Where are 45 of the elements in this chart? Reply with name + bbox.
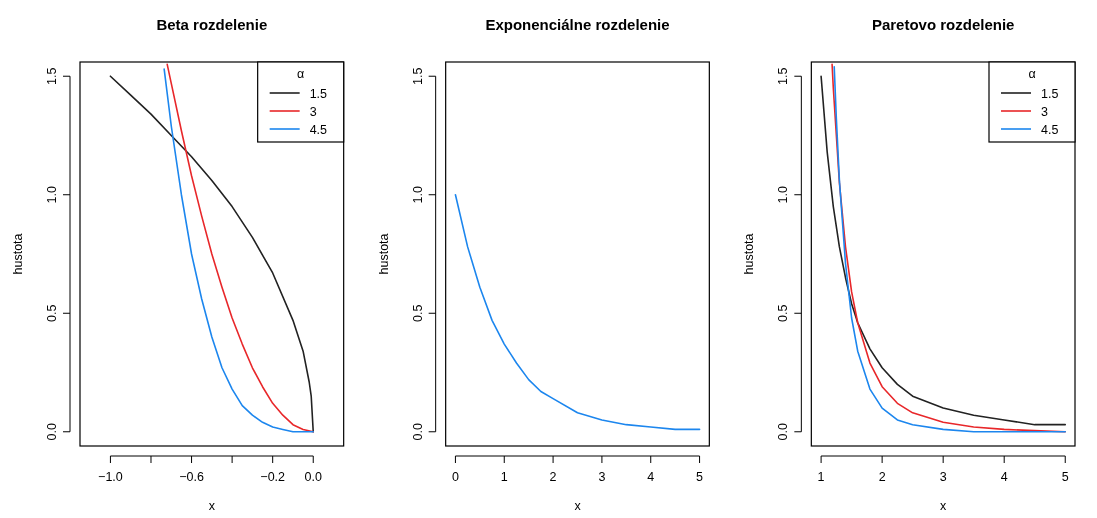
x-tick-label: 3 <box>939 470 947 484</box>
x-axis-title: x <box>208 499 216 513</box>
y-tick-label: 1.5 <box>776 67 791 85</box>
y-tick-label: 0.0 <box>776 423 791 441</box>
y-axis-title: hustota <box>376 233 391 275</box>
y-tick-label: 0.0 <box>45 423 59 441</box>
legend-title: α <box>297 67 305 81</box>
x-axis-title: x <box>574 499 582 513</box>
chart-title: Paretovo rozdelenie <box>871 16 1015 33</box>
y-tick-label: 0.0 <box>410 423 425 441</box>
x-tick-label: 5 <box>1061 470 1069 484</box>
chart-title: Beta rozdelenie <box>156 16 268 33</box>
legend-label: 1.5 <box>309 86 328 101</box>
x-tick-label: 0 <box>451 470 459 484</box>
legend-label: 3 <box>1041 104 1048 119</box>
x-tick-label: 4 <box>1000 470 1008 484</box>
chart-title: Exponenciálne rozdelenie <box>485 16 670 33</box>
y-axis-title: hustota <box>11 233 25 275</box>
x-tick-label: −0.2 <box>260 470 286 484</box>
y-tick-label: 1.5 <box>45 67 59 85</box>
y-tick-label: 0.5 <box>410 304 425 322</box>
legend-label: 4.5 <box>309 122 328 137</box>
x-tick-label: 2 <box>878 470 886 484</box>
x-tick-label: 5 <box>696 470 704 484</box>
legend-title: α <box>1028 67 1036 81</box>
x-tick-label: 1 <box>817 470 825 484</box>
y-tick-label: 0.5 <box>776 304 791 322</box>
x-tick-label: −1.0 <box>98 470 123 484</box>
y-axis-title: hustota <box>742 233 757 275</box>
line-series <box>454 193 701 431</box>
legend-label: 4.5 <box>1041 122 1059 137</box>
x-axis-title: x <box>940 499 948 513</box>
y-tick-label: 1.0 <box>45 186 59 204</box>
x-tick-label: −0.6 <box>179 470 204 484</box>
x-tick-label: 2 <box>549 470 557 484</box>
legend-label: 1.5 <box>1041 86 1059 101</box>
x-tick-label: 4 <box>647 470 655 484</box>
y-tick-label: 1.5 <box>410 67 425 85</box>
x-tick-label: 0.0 <box>304 470 322 484</box>
legend-label: 3 <box>309 104 317 119</box>
y-tick-label: 0.5 <box>45 304 59 322</box>
y-tick-label: 1.0 <box>410 186 425 204</box>
x-tick-label: 1 <box>500 470 508 484</box>
y-tick-label: 1.0 <box>776 186 791 204</box>
x-tick-label: 3 <box>598 470 606 484</box>
